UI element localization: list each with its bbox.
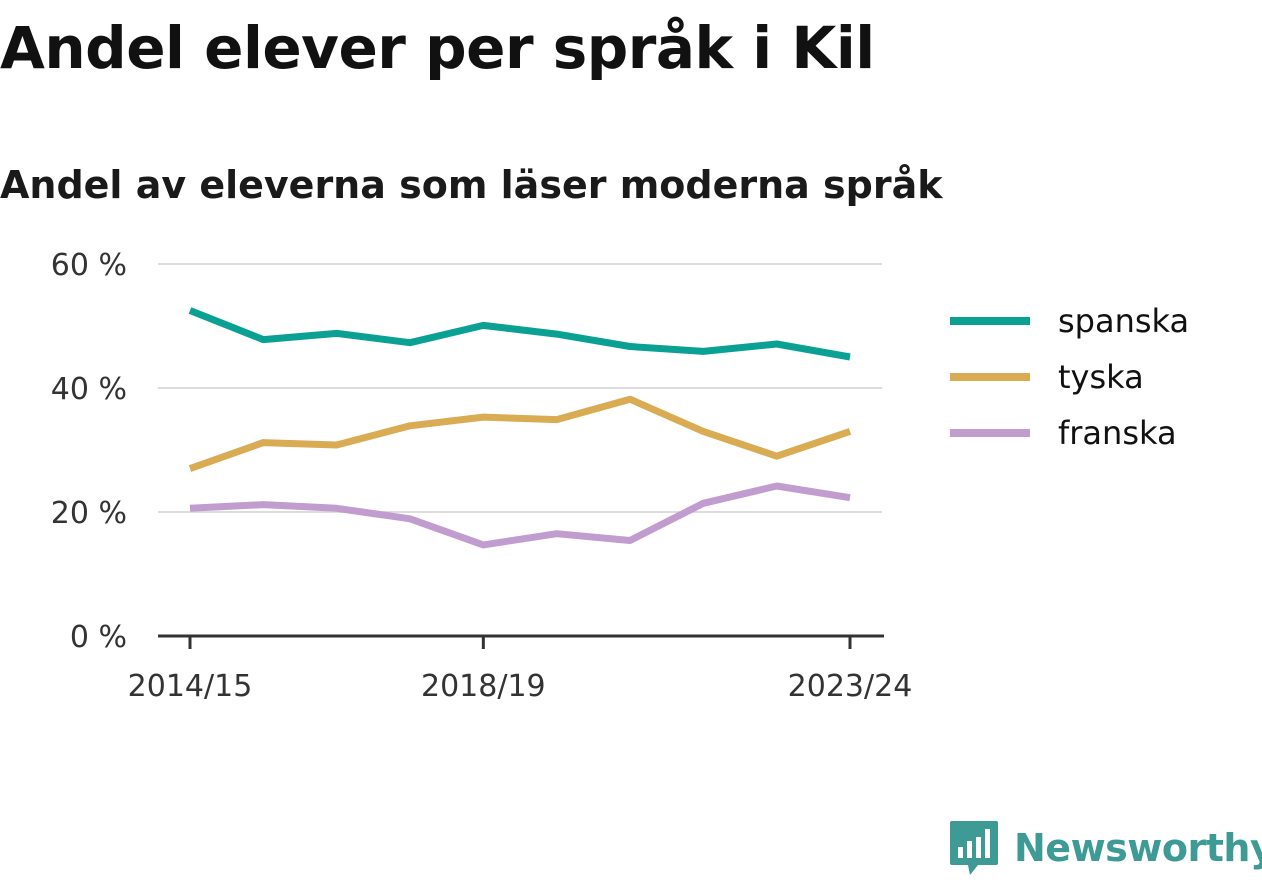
gridlines (158, 263, 882, 513)
x-axis-tick-labels: 2014/15 2018/19 2023/24 (128, 669, 913, 704)
brand-name: Newsworthy (1014, 826, 1262, 870)
bar-chart-logo-icon (950, 821, 998, 875)
x-axis (158, 634, 884, 649)
series-line-tyska (188, 395, 852, 472)
y-tick-label: 40 % (51, 372, 127, 407)
series-line-franska (189, 482, 851, 549)
series-line-spanska (188, 307, 851, 361)
series-lines (188, 307, 852, 549)
y-tick-label: 20 % (51, 496, 127, 531)
legend: spanska tyska franska (950, 302, 1189, 452)
chart-title: Andel elever per språk i Kil (0, 14, 875, 82)
legend-label-tyska: tyska (1058, 358, 1144, 396)
y-axis-tick-labels: 0 % 20 % 40 % 60 % (51, 248, 127, 655)
y-tick-label: 0 % (70, 620, 127, 655)
x-tick-label: 2018/19 (421, 669, 546, 704)
legend-label-spanska: spanska (1058, 302, 1189, 340)
x-tick-label: 2014/15 (128, 669, 253, 704)
brand-logo: Newsworthy (948, 816, 1262, 880)
chart-subtitle: Andel av eleverna som läser moderna språ… (0, 163, 943, 207)
y-tick-label: 60 % (51, 248, 127, 283)
x-tick-label: 2023/24 (788, 669, 913, 704)
legend-label-franska: franska (1058, 414, 1177, 452)
